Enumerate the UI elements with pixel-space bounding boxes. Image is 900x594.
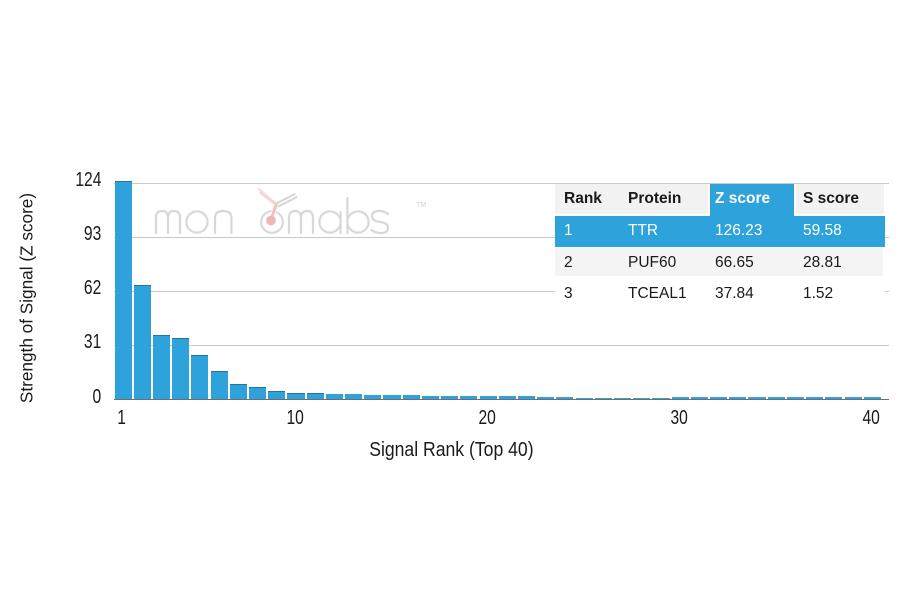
svg-text:TM: TM xyxy=(416,202,426,209)
